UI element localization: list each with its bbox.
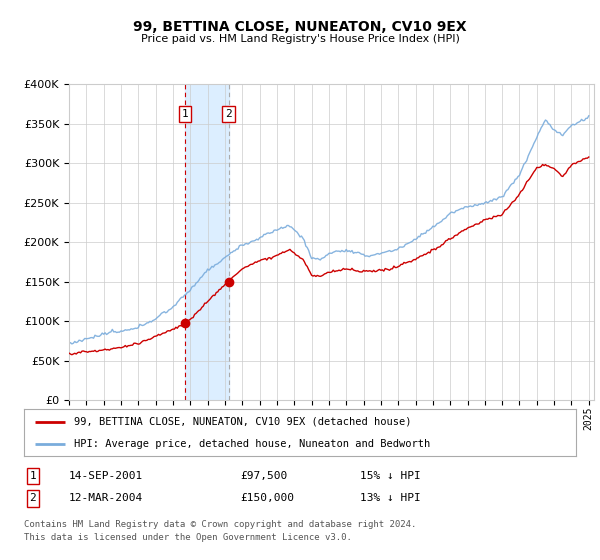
Text: 1: 1 <box>182 109 188 119</box>
Text: 2: 2 <box>225 109 232 119</box>
Text: Price paid vs. HM Land Registry's House Price Index (HPI): Price paid vs. HM Land Registry's House … <box>140 34 460 44</box>
Text: Contains HM Land Registry data © Crown copyright and database right 2024.: Contains HM Land Registry data © Crown c… <box>24 520 416 529</box>
Text: 2: 2 <box>29 493 37 503</box>
Text: 1: 1 <box>29 471 37 481</box>
Text: 99, BETTINA CLOSE, NUNEATON, CV10 9EX: 99, BETTINA CLOSE, NUNEATON, CV10 9EX <box>133 20 467 34</box>
Text: 12-MAR-2004: 12-MAR-2004 <box>69 493 143 503</box>
Text: £97,500: £97,500 <box>240 471 287 481</box>
Text: HPI: Average price, detached house, Nuneaton and Bedworth: HPI: Average price, detached house, Nune… <box>74 438 430 449</box>
Text: This data is licensed under the Open Government Licence v3.0.: This data is licensed under the Open Gov… <box>24 533 352 542</box>
Text: £150,000: £150,000 <box>240 493 294 503</box>
Text: 14-SEP-2001: 14-SEP-2001 <box>69 471 143 481</box>
Bar <box>185 84 229 400</box>
Text: 15% ↓ HPI: 15% ↓ HPI <box>360 471 421 481</box>
Text: 13% ↓ HPI: 13% ↓ HPI <box>360 493 421 503</box>
Text: 99, BETTINA CLOSE, NUNEATON, CV10 9EX (detached house): 99, BETTINA CLOSE, NUNEATON, CV10 9EX (d… <box>74 417 411 427</box>
